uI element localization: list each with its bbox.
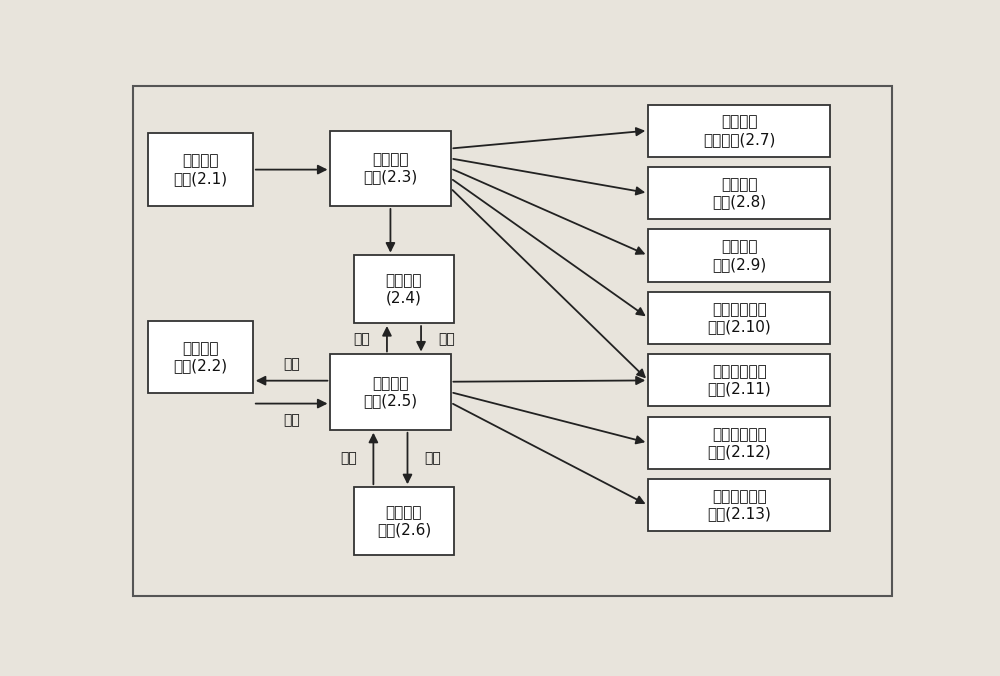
Text: 请求: 请求 (283, 413, 300, 427)
Text: 数据维护
模块(2.3): 数据维护 模块(2.3) (363, 152, 418, 185)
Bar (354, 256, 454, 323)
Bar (648, 292, 830, 344)
Bar (648, 354, 830, 406)
Bar (148, 133, 253, 206)
Text: 设备信息注册
模块(2.10): 设备信息注册 模块(2.10) (707, 301, 771, 334)
Bar (354, 487, 454, 555)
Bar (648, 479, 830, 531)
Bar (330, 354, 450, 430)
Text: 设备数据查询
模块(2.12): 设备数据查询 模块(2.12) (707, 427, 771, 459)
Text: 响应: 响应 (438, 332, 455, 346)
Text: 数据传输
模块(2.1): 数据传输 模块(2.1) (174, 153, 228, 186)
Text: 存储模块
(2.4): 存储模块 (2.4) (386, 273, 422, 306)
Bar (648, 229, 830, 281)
Text: 响应: 响应 (425, 452, 441, 466)
Bar (330, 130, 450, 206)
Bar (648, 417, 830, 469)
Bar (148, 320, 253, 393)
Text: 关键部位注册
模块(2.11): 关键部位注册 模块(2.11) (707, 364, 771, 397)
Bar (648, 167, 830, 219)
Text: 消息通信
模块(2.2): 消息通信 模块(2.2) (174, 341, 228, 373)
Text: 请求: 请求 (340, 452, 357, 466)
Text: 基础数据
配置模块(2.7): 基础数据 配置模块(2.7) (703, 114, 775, 147)
Text: 响应: 响应 (283, 357, 300, 371)
Text: 故障预警
模块(2.6): 故障预警 模块(2.6) (377, 505, 431, 537)
Text: 用户注册
模块(2.9): 用户注册 模块(2.9) (712, 239, 766, 272)
Text: 数据查询
模块(2.5): 数据查询 模块(2.5) (363, 376, 418, 408)
Text: 单位注册
模块(2.8): 单位注册 模块(2.8) (712, 177, 766, 210)
Text: 请求: 请求 (354, 332, 371, 346)
Bar (648, 105, 830, 157)
Text: 设备数据统计
模块(2.13): 设备数据统计 模块(2.13) (707, 489, 771, 522)
